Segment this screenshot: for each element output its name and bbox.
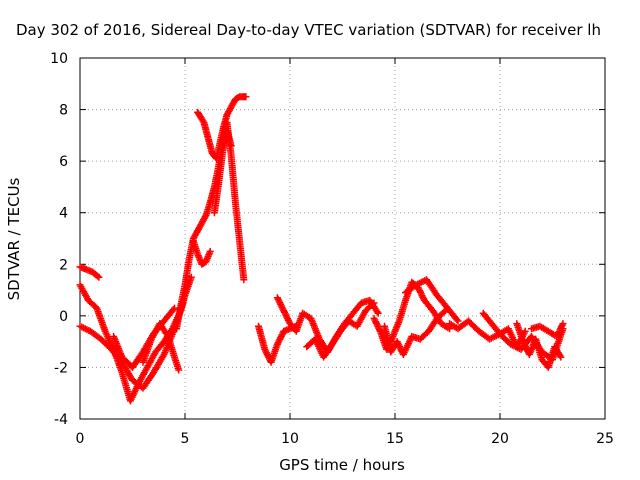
data-point: [374, 309, 382, 317]
data-point: [370, 299, 378, 307]
data-point: [199, 117, 207, 125]
y-tick-label: 0: [59, 309, 68, 325]
x-tick-label: 25: [596, 431, 614, 447]
x-tick-label: 20: [491, 431, 509, 447]
y-tick-label: 10: [50, 51, 68, 67]
y-tick-label: 2: [59, 257, 68, 273]
axis-ticks: [79, 57, 606, 420]
y-axis-label: SDTVAR / TECUs: [5, 177, 23, 300]
data-point: [171, 304, 178, 312]
data-point: [559, 320, 567, 328]
gridlines: [80, 58, 605, 419]
data-point: [440, 308, 448, 316]
data-point: [556, 352, 564, 360]
plot-frame: [79, 57, 606, 420]
data-point: [369, 300, 377, 308]
y-axis-tick-labels: -4 -2 0 2 4 6 8 10: [50, 51, 68, 428]
y-tick-label: 8: [59, 103, 68, 119]
data-point: [227, 142, 235, 150]
data-point: [95, 273, 103, 281]
x-tick-label: 0: [76, 431, 85, 447]
data-point: [521, 327, 529, 335]
y-tick-label: -2: [54, 360, 68, 376]
data-point: [206, 247, 214, 255]
data-point: [175, 366, 183, 374]
data-point: [557, 353, 565, 361]
y-tick-label: 6: [59, 154, 68, 170]
data-point: [169, 306, 177, 314]
chart-title: Day 302 of 2016, Sidereal Day-to-day VTE…: [16, 21, 601, 39]
data-points: [76, 93, 567, 405]
data-point: [240, 276, 248, 284]
data-point: [242, 93, 250, 101]
y-tick-label: -4: [54, 412, 68, 428]
x-tick-label: 15: [386, 431, 404, 447]
data-point: [453, 316, 461, 324]
data-point: [94, 272, 102, 280]
data-point: [201, 213, 209, 221]
x-axis-label: GPS time / hours: [279, 456, 405, 474]
y-tick-label: 4: [59, 206, 68, 222]
x-tick-label: 10: [281, 431, 299, 447]
x-axis-tick-labels: 0 5 10 15 20 25: [76, 431, 614, 447]
data-point: [454, 317, 462, 325]
x-tick-label: 5: [181, 431, 190, 447]
